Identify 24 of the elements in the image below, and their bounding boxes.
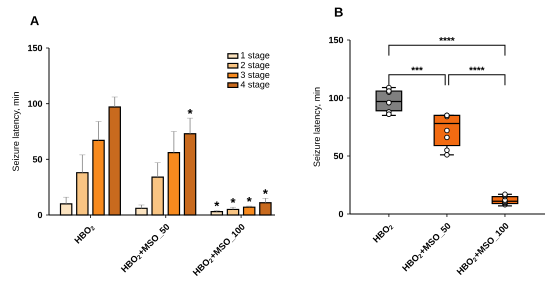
- y-tick-label: 0: [38, 212, 42, 218]
- y-tick-label: 0: [338, 210, 344, 218]
- chart-title: A: [30, 16, 39, 26]
- legend-label: 1 stage: [241, 52, 270, 60]
- annotation: *: [246, 196, 252, 202]
- annotation: ***: [411, 66, 423, 70]
- y-tick-label: 50: [334, 152, 344, 160]
- y-axis-title: Seizure latency, min: [313, 88, 322, 167]
- y-tick-label: 50: [32, 156, 42, 163]
- annotation: *: [230, 198, 236, 203]
- annotation: *: [214, 201, 220, 206]
- y-tick-label: 150: [28, 44, 42, 52]
- chart-title: B: [334, 8, 343, 17]
- y-tick-label: 150: [329, 36, 344, 44]
- annotation: ****: [469, 66, 485, 70]
- annotation: *: [262, 189, 268, 194]
- y-tick-label: 100: [329, 94, 344, 102]
- annotation: *: [188, 109, 193, 114]
- y-tick-label: 100: [28, 100, 42, 107]
- annotation: ****: [439, 37, 455, 41]
- legend-label: 2 stage: [240, 62, 270, 70]
- y-axis-title: Seizure latency, min: [12, 92, 21, 172]
- legend-label: 3 stage: [240, 72, 270, 80]
- legend-label: 4 stage: [240, 81, 270, 90]
